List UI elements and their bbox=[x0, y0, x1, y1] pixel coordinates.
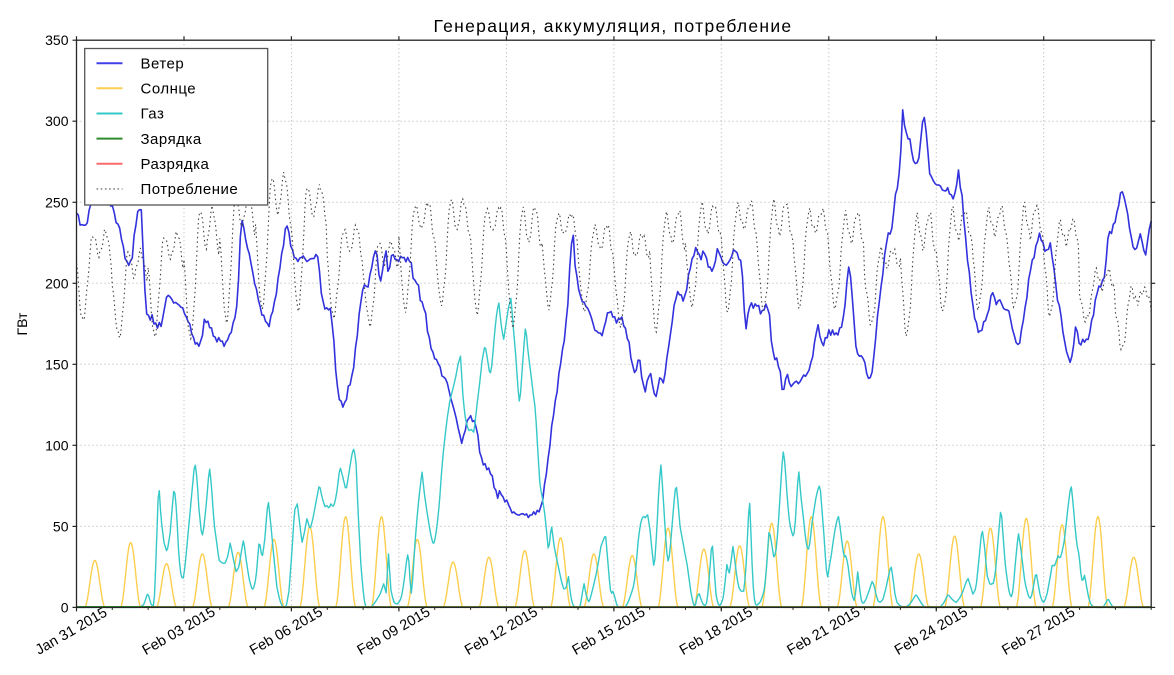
svg-text:50: 50 bbox=[53, 518, 69, 534]
svg-text:Генерация, аккумуляция, потреб: Генерация, аккумуляция, потребление bbox=[434, 16, 793, 36]
svg-text:Зарядка: Зарядка bbox=[141, 131, 202, 148]
svg-text:Газ: Газ bbox=[141, 106, 165, 123]
svg-text:0: 0 bbox=[61, 599, 69, 615]
svg-text:Ветер: Ветер bbox=[141, 55, 185, 72]
svg-text:250: 250 bbox=[45, 194, 69, 210]
svg-text:200: 200 bbox=[45, 275, 69, 291]
svg-text:Разрядка: Разрядка bbox=[141, 156, 210, 173]
svg-text:ГВт: ГВт bbox=[14, 312, 30, 335]
svg-text:350: 350 bbox=[45, 32, 69, 48]
svg-text:Солнце: Солнце bbox=[141, 81, 197, 98]
svg-text:150: 150 bbox=[45, 356, 69, 372]
svg-text:100: 100 bbox=[45, 437, 69, 453]
svg-text:300: 300 bbox=[45, 113, 69, 129]
svg-text:Потребление: Потребление bbox=[141, 181, 239, 198]
